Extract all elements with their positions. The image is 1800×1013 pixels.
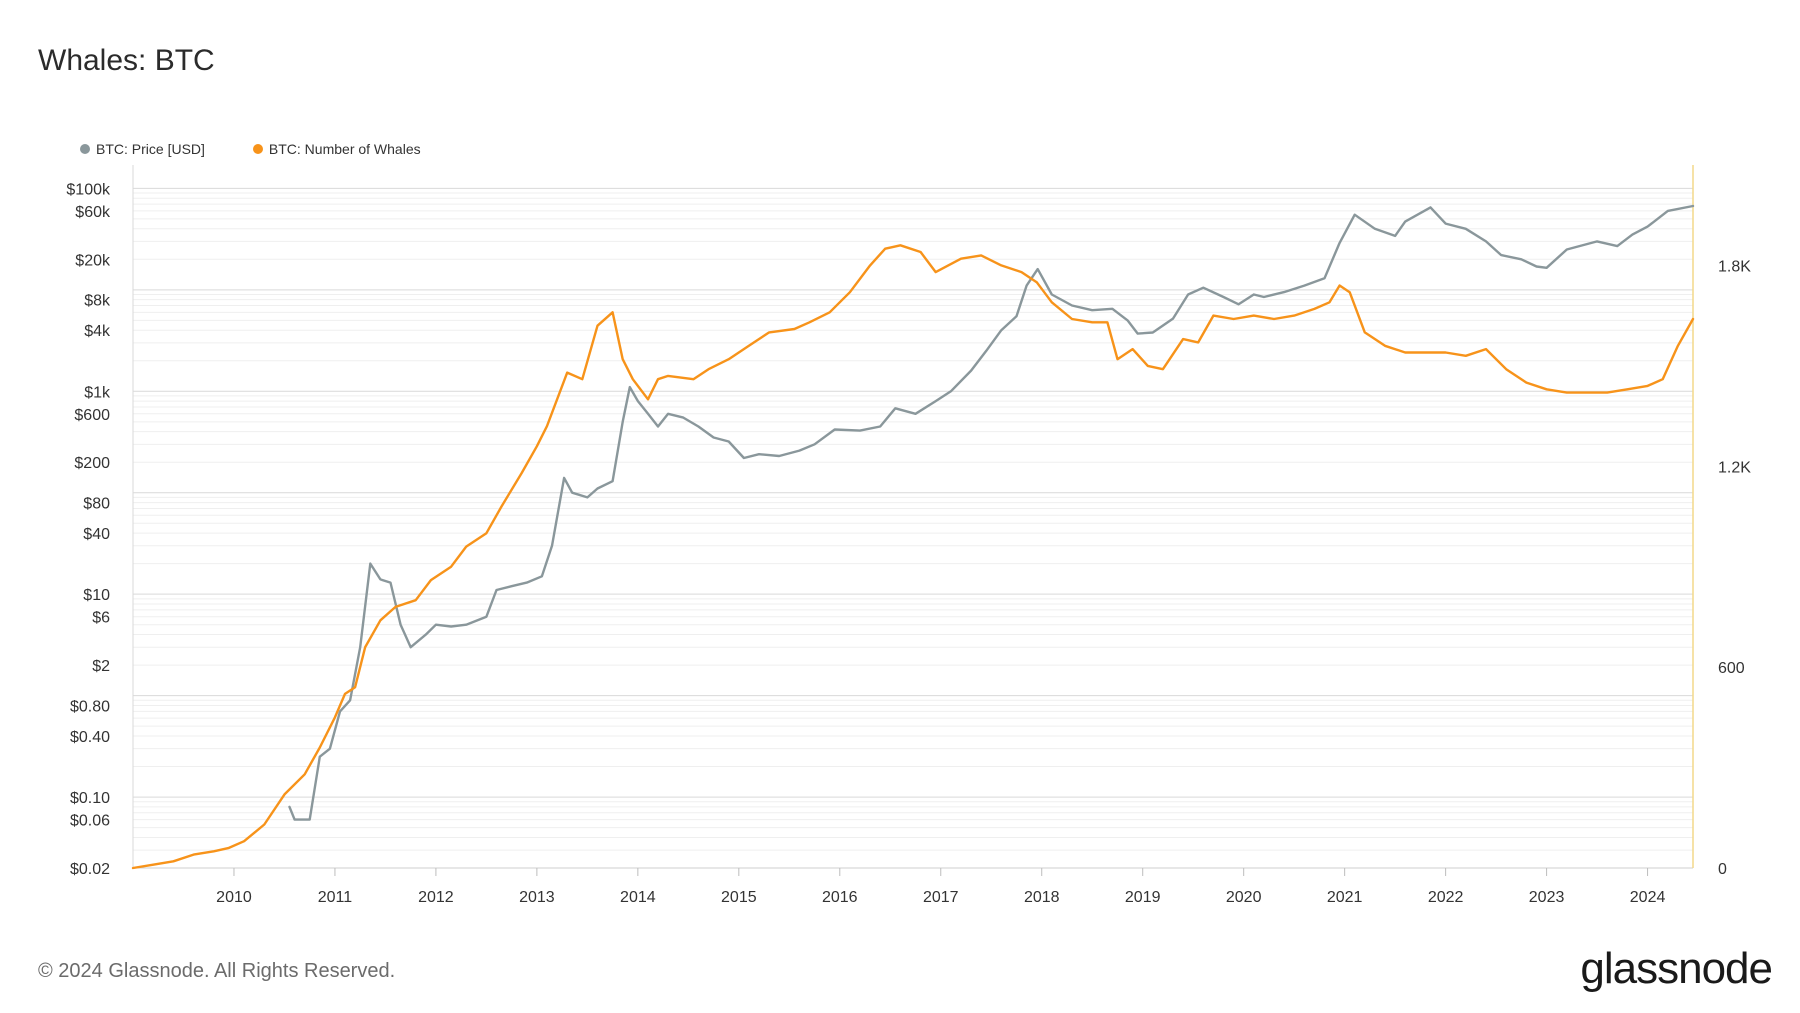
x-tick-label: 2016 xyxy=(822,889,858,906)
y-left-tick-label: $1k xyxy=(84,384,111,401)
y-left-tick-label: $40 xyxy=(83,526,110,543)
y-left-tick-label: $0.80 xyxy=(70,698,110,715)
legend-item-price[interactable]: BTC: Price [USD] xyxy=(80,141,205,157)
y-left-tick-label: $4k xyxy=(84,323,111,340)
y-left-tick-label: $0.10 xyxy=(70,790,110,807)
y-right-tick-label: 600 xyxy=(1718,660,1745,677)
legend-item-whales[interactable]: BTC: Number of Whales xyxy=(252,141,421,157)
x-tick-label: 2022 xyxy=(1428,889,1464,906)
x-tick-label: 2021 xyxy=(1327,889,1363,906)
y-left-tick-label: $10 xyxy=(83,587,110,604)
series-lines xyxy=(131,204,1695,870)
legend-dot-whales xyxy=(252,144,263,154)
grid-lines xyxy=(133,187,1693,869)
y-left-tick-label: $0.06 xyxy=(70,813,110,830)
x-tick-label: 2015 xyxy=(721,889,757,906)
x-tick-label: 2019 xyxy=(1125,889,1161,906)
y-left-tick-label: $0.02 xyxy=(70,861,110,878)
y-left-tick-label: $60k xyxy=(75,204,111,221)
tick-labels: 2010 2011 2012 2013 2014 2015 2016 2017 2018 2019… xyxy=(66,181,1751,906)
y-left-tick-label: $200 xyxy=(74,455,110,472)
y-left-tick-label: $2 xyxy=(92,658,110,675)
y-right-tick-label: 1.8K xyxy=(1718,258,1751,275)
axes xyxy=(132,165,1694,876)
legend-label-whales: BTC: Number of Whales xyxy=(268,141,421,157)
y-left-tick-label: $6 xyxy=(92,610,110,627)
x-tick-label: 2014 xyxy=(620,889,656,906)
series-line-price[interactable] xyxy=(288,204,1695,821)
y-left-tick-label: $8k xyxy=(84,293,111,310)
y-left-tick-label: $100k xyxy=(66,181,111,198)
x-tick-label: 2023 xyxy=(1529,889,1565,906)
x-tick-label: 2011 xyxy=(318,889,353,906)
chart-title: Whales: BTC xyxy=(38,44,215,77)
x-tick-label: 2013 xyxy=(519,889,555,906)
y-left-tick-label: $20k xyxy=(75,252,111,269)
legend-dot-price xyxy=(80,144,90,154)
y-left-tick-label: $80 xyxy=(83,496,110,513)
x-tick-label: 2017 xyxy=(923,889,959,906)
y-right-tick-label: 1.2K xyxy=(1718,459,1751,476)
y-left-tick-label: $0.40 xyxy=(70,729,110,746)
x-tick-label: 2012 xyxy=(418,889,454,906)
y-right-tick-label: 0 xyxy=(1718,861,1727,878)
x-tick-label: 2020 xyxy=(1226,889,1262,906)
x-tick-label: 2018 xyxy=(1024,889,1060,906)
x-tick-label: 2010 xyxy=(216,889,252,906)
glassnode-logo: glassnode xyxy=(1580,944,1773,993)
copyright-text: © 2024 Glassnode. All Rights Reserved. xyxy=(38,960,396,982)
x-tick-label: 2024 xyxy=(1630,889,1666,906)
chart-legend: BTC: Price [USD] BTC: Number of Whales xyxy=(80,141,421,157)
y-left-tick-label: $600 xyxy=(74,407,110,424)
legend-label-price: BTC: Price [USD] xyxy=(96,141,205,157)
series-line-whales[interactable] xyxy=(131,244,1695,870)
